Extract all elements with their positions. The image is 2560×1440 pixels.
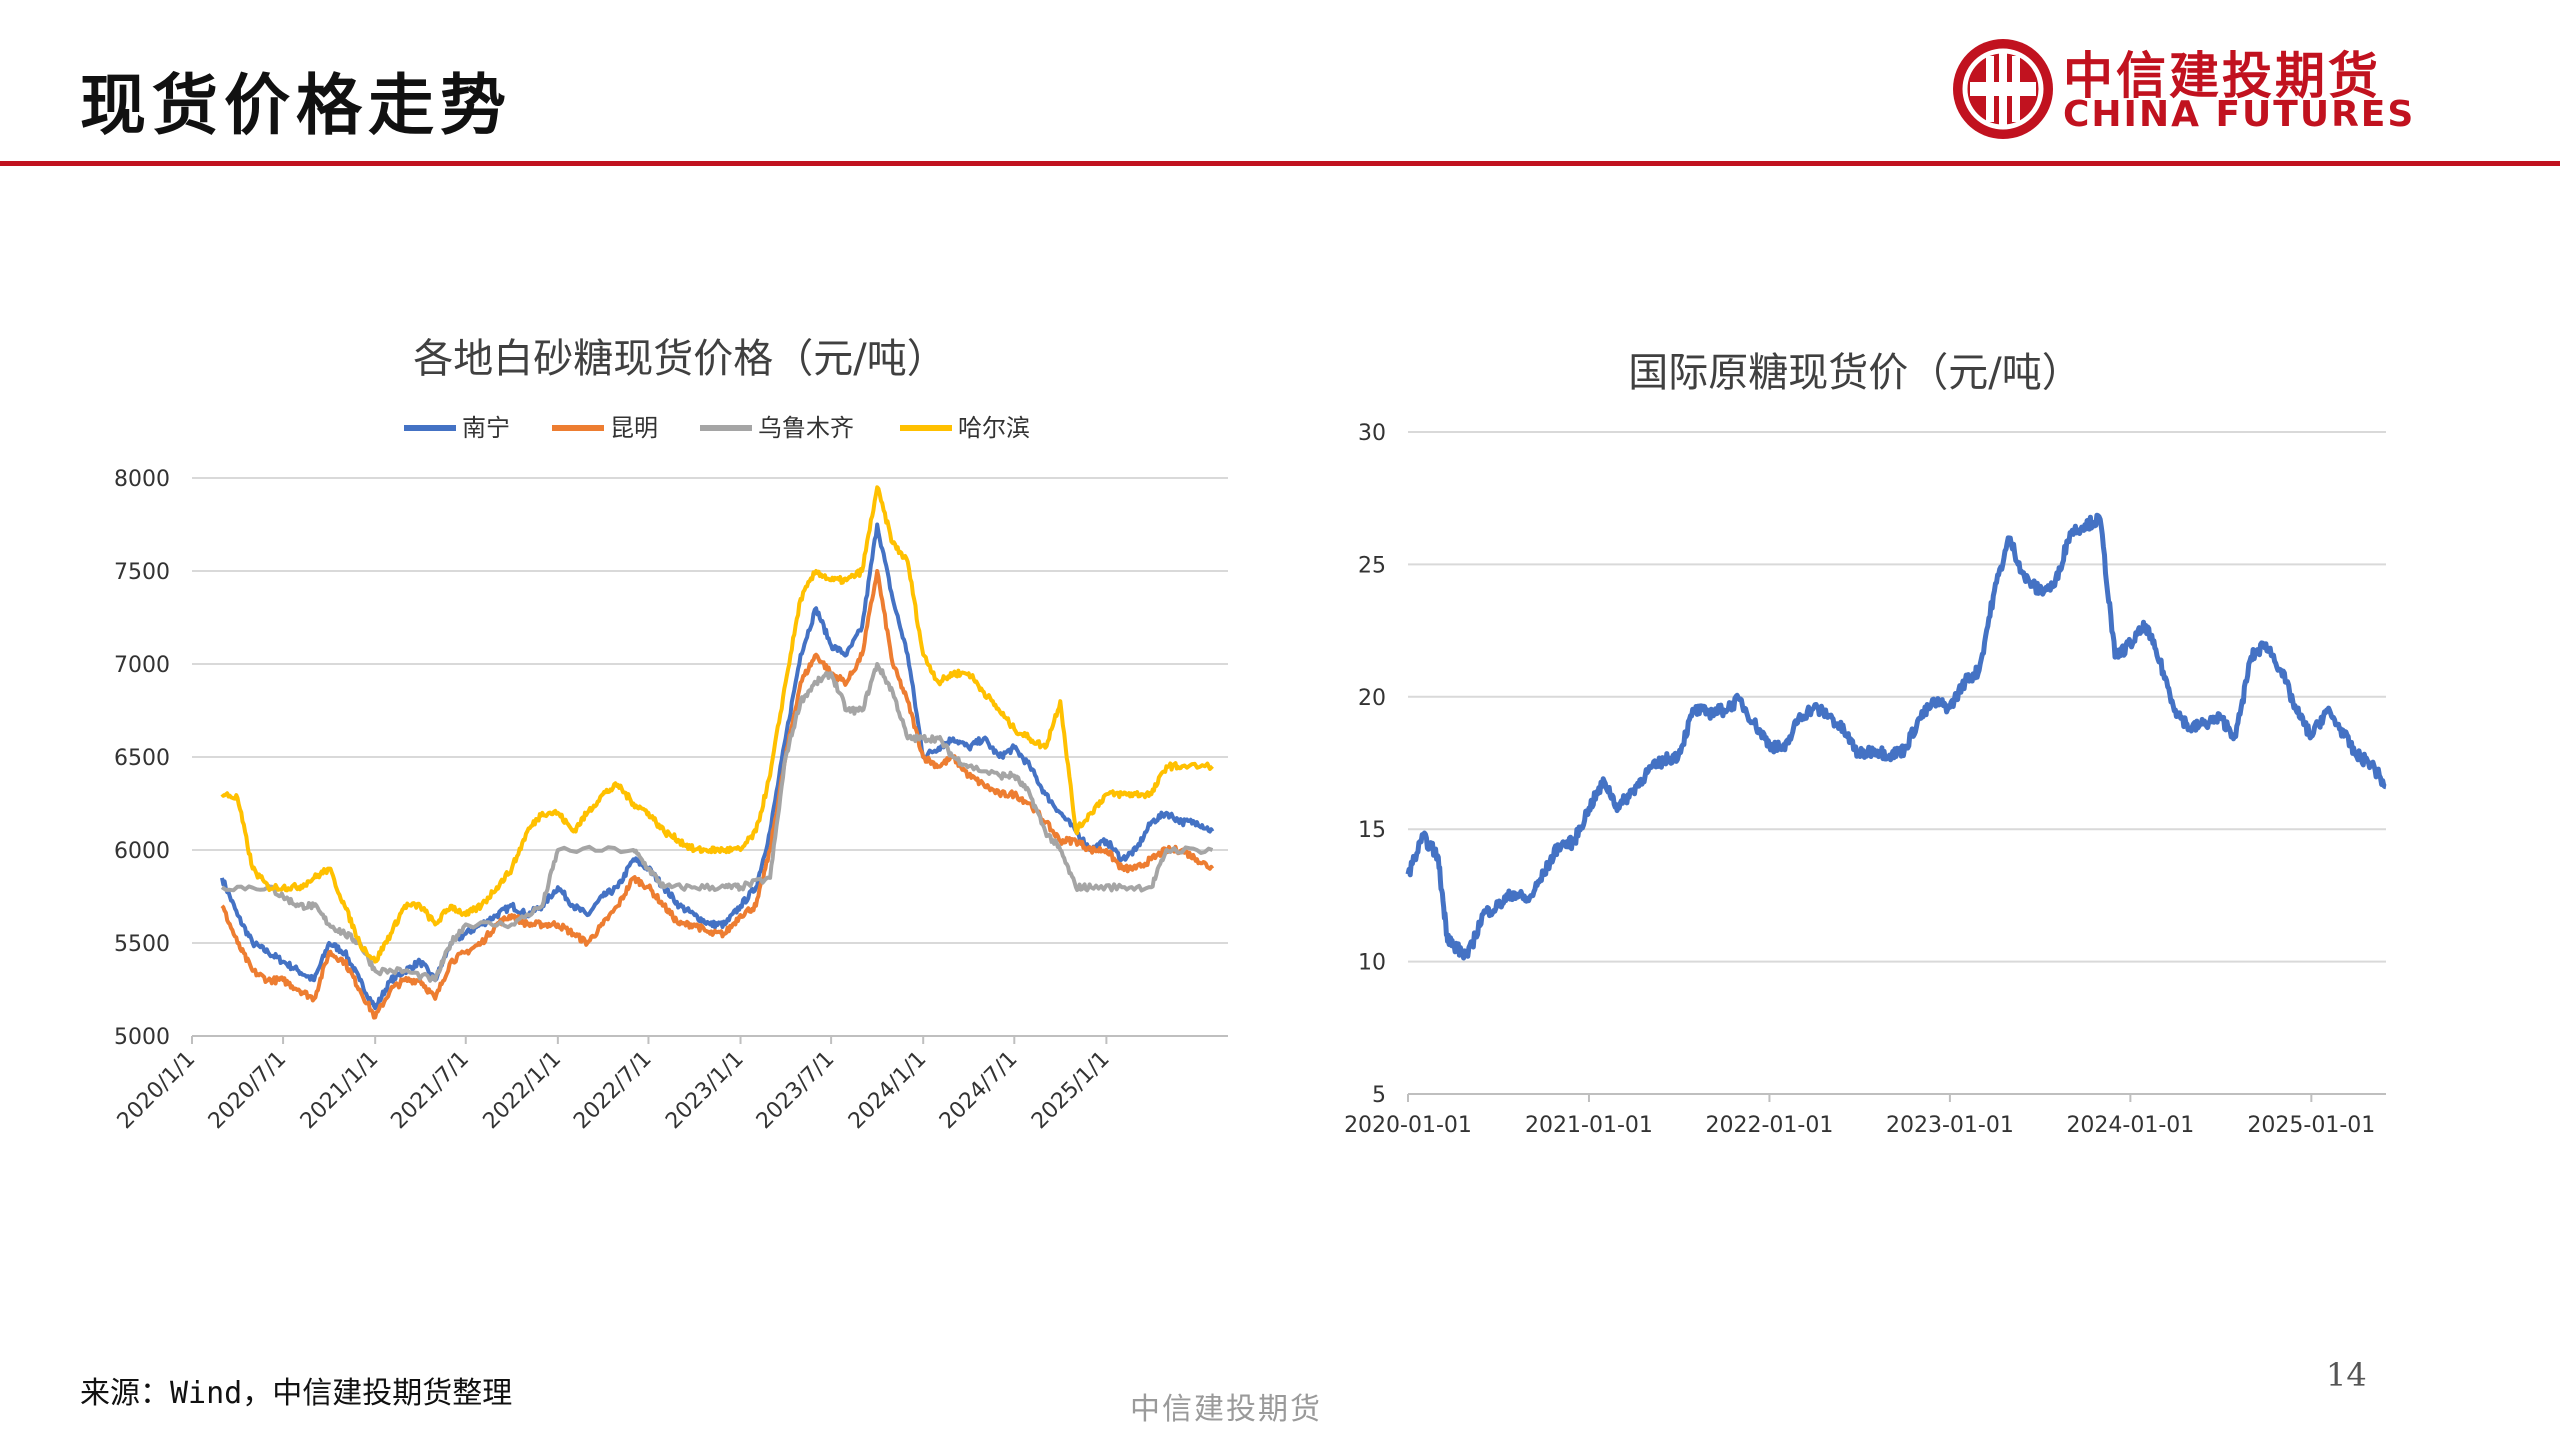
- x-tick-label: 2021-01-01: [1525, 1113, 1653, 1138]
- company-logo: 中信建投期货 CHINA FUTURES: [1948, 34, 2508, 144]
- y-tick-label: 7000: [114, 653, 170, 678]
- x-tick-label: 2024-01-01: [2066, 1113, 2194, 1138]
- y-tick-label: 15: [1358, 818, 1386, 843]
- x-tick-label: 2022-01-01: [1706, 1113, 1834, 1138]
- page-title: 现货价格走势: [80, 66, 512, 144]
- legend-label-0: 南宁: [462, 414, 510, 442]
- logo-chinese-name: 中信建投期货: [2063, 47, 2381, 105]
- y-tick-label: 30: [1358, 421, 1386, 446]
- x-tick-label: 2023-01-01: [1886, 1113, 2014, 1138]
- source-note: 来源：Wind，中信建投期货整理: [80, 1376, 513, 1411]
- footer-watermark: 中信建投期货: [1130, 1392, 1322, 1427]
- y-tick-label: 6500: [114, 746, 170, 771]
- header-divider: [0, 161, 2560, 166]
- logo-english-name: CHINA FUTURES: [2063, 94, 2416, 135]
- chart-title: 国际原糖现货价（元/吨）: [1628, 350, 2081, 396]
- legend-label-3: 哈尔滨: [958, 414, 1030, 442]
- y-tick-label: 8000: [114, 467, 170, 492]
- y-tick-label: 5: [1372, 1083, 1386, 1108]
- y-tick-label: 20: [1358, 686, 1386, 711]
- x-tick-label: 2020-01-01: [1344, 1113, 1472, 1138]
- y-tick-label: 10: [1358, 951, 1386, 976]
- y-tick-label: 7500: [114, 560, 170, 585]
- series-line-0: [220, 522, 1215, 1011]
- x-tick-label: 2025-01-01: [2247, 1113, 2375, 1138]
- y-tick-label: 6000: [114, 839, 170, 864]
- series-line-2: [220, 662, 1214, 983]
- page-number: 14: [2326, 1356, 2367, 1394]
- series-line-3: [220, 485, 1214, 964]
- legend-label-2: 乌鲁木齐: [758, 414, 854, 442]
- y-tick-label: 25: [1358, 553, 1386, 578]
- series-line-1: [220, 569, 1215, 1020]
- chart-title: 各地白砂糖现货价格（元/吨）: [413, 336, 946, 382]
- y-tick-label: 5500: [114, 932, 170, 957]
- series-line-0: [1405, 512, 2388, 961]
- y-tick-label: 5000: [114, 1025, 170, 1050]
- legend-label-1: 昆明: [610, 414, 658, 442]
- china-futures-emblem-icon: [1953, 39, 2053, 139]
